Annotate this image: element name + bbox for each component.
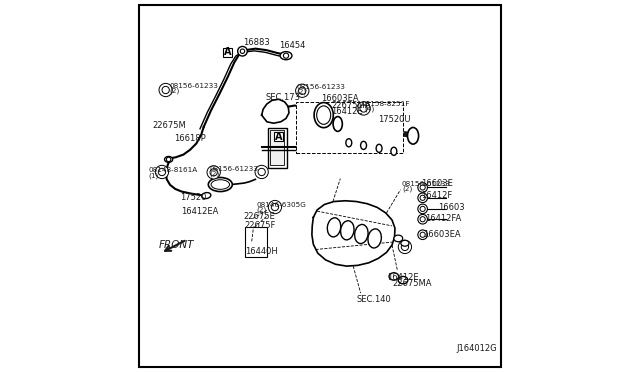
Circle shape bbox=[420, 206, 425, 211]
Ellipse shape bbox=[333, 116, 342, 131]
Ellipse shape bbox=[391, 147, 397, 155]
Circle shape bbox=[418, 204, 428, 214]
Circle shape bbox=[420, 232, 425, 237]
Ellipse shape bbox=[355, 224, 368, 244]
Circle shape bbox=[420, 185, 425, 190]
Text: (2): (2) bbox=[209, 171, 220, 177]
Circle shape bbox=[418, 183, 428, 192]
Text: 08156-61233: 08156-61233 bbox=[209, 166, 258, 172]
Bar bbox=[274, 132, 284, 141]
Ellipse shape bbox=[211, 180, 230, 189]
Bar bbox=[245, 227, 267, 257]
Text: 16603EA: 16603EA bbox=[321, 94, 359, 103]
Bar bbox=[268, 128, 287, 167]
Text: FRONT: FRONT bbox=[159, 240, 195, 250]
Text: (2): (2) bbox=[296, 89, 307, 95]
Text: 08156-61233: 08156-61233 bbox=[170, 83, 218, 89]
Circle shape bbox=[360, 105, 367, 112]
Circle shape bbox=[240, 49, 244, 54]
Circle shape bbox=[207, 166, 220, 179]
Text: 08156-61233: 08156-61233 bbox=[296, 84, 345, 90]
Text: (4): (4) bbox=[364, 106, 374, 112]
Circle shape bbox=[418, 214, 428, 224]
Ellipse shape bbox=[327, 218, 340, 237]
Circle shape bbox=[420, 217, 425, 222]
Ellipse shape bbox=[398, 276, 408, 284]
Text: 16603EA: 16603EA bbox=[424, 230, 461, 239]
Text: 22675E: 22675E bbox=[243, 212, 275, 221]
Ellipse shape bbox=[346, 139, 352, 147]
Ellipse shape bbox=[314, 103, 333, 128]
Circle shape bbox=[271, 203, 278, 211]
Text: SEC.140: SEC.140 bbox=[357, 295, 392, 304]
Bar bbox=[223, 48, 232, 57]
Bar bbox=[296, 102, 403, 153]
Circle shape bbox=[401, 243, 408, 251]
Text: 16454: 16454 bbox=[278, 41, 305, 50]
Text: (1): (1) bbox=[148, 172, 159, 179]
Text: 16412E: 16412E bbox=[331, 107, 363, 116]
Text: 16412FA: 16412FA bbox=[425, 214, 461, 223]
Circle shape bbox=[258, 168, 266, 176]
Text: 08156-61233: 08156-61233 bbox=[402, 181, 451, 187]
Text: 16603E: 16603E bbox=[422, 179, 453, 187]
Ellipse shape bbox=[408, 128, 419, 144]
Ellipse shape bbox=[202, 193, 211, 199]
Text: 16440H: 16440H bbox=[245, 247, 278, 256]
Text: 16412E: 16412E bbox=[387, 273, 419, 282]
Circle shape bbox=[237, 46, 247, 56]
Circle shape bbox=[162, 86, 170, 94]
Ellipse shape bbox=[389, 273, 399, 280]
Ellipse shape bbox=[360, 141, 367, 150]
Text: 08148-8161A: 08148-8161A bbox=[148, 167, 198, 173]
Text: 16883: 16883 bbox=[243, 38, 269, 46]
Text: (2): (2) bbox=[170, 88, 180, 94]
Text: A: A bbox=[224, 47, 232, 57]
Circle shape bbox=[398, 240, 412, 254]
Circle shape bbox=[268, 201, 282, 214]
Text: 16412F: 16412F bbox=[422, 191, 452, 200]
Circle shape bbox=[156, 165, 168, 179]
Ellipse shape bbox=[401, 240, 409, 246]
Ellipse shape bbox=[164, 157, 173, 162]
Text: A: A bbox=[275, 132, 282, 141]
Text: 22675MA: 22675MA bbox=[331, 101, 371, 110]
Text: 08158-8251F: 08158-8251F bbox=[362, 101, 410, 107]
Ellipse shape bbox=[280, 52, 292, 60]
Circle shape bbox=[210, 169, 218, 176]
Text: 16603: 16603 bbox=[438, 203, 465, 212]
Text: 22675MA: 22675MA bbox=[392, 279, 431, 288]
Ellipse shape bbox=[340, 221, 354, 240]
Text: J164012G: J164012G bbox=[456, 344, 497, 353]
Text: 17520U: 17520U bbox=[378, 115, 411, 124]
Circle shape bbox=[418, 230, 428, 240]
Text: SEC.173: SEC.173 bbox=[266, 93, 300, 102]
Ellipse shape bbox=[317, 106, 331, 124]
Text: 16618P: 16618P bbox=[174, 134, 206, 143]
Circle shape bbox=[284, 53, 289, 58]
Circle shape bbox=[255, 165, 268, 179]
Text: (2): (2) bbox=[257, 207, 267, 213]
Ellipse shape bbox=[376, 144, 382, 153]
Circle shape bbox=[418, 193, 428, 203]
Circle shape bbox=[159, 83, 172, 97]
Ellipse shape bbox=[368, 229, 381, 248]
Ellipse shape bbox=[208, 177, 232, 192]
Circle shape bbox=[420, 195, 425, 201]
Bar bbox=[270, 130, 284, 165]
Circle shape bbox=[158, 168, 166, 176]
Text: 22675M: 22675M bbox=[152, 121, 186, 130]
Text: (2): (2) bbox=[402, 186, 412, 192]
Circle shape bbox=[296, 84, 309, 97]
Text: 08146-6305G: 08146-6305G bbox=[257, 202, 307, 208]
Circle shape bbox=[299, 87, 306, 94]
Text: 16412EA: 16412EA bbox=[182, 206, 219, 216]
Text: 22675F: 22675F bbox=[244, 221, 276, 230]
Circle shape bbox=[357, 102, 370, 115]
Ellipse shape bbox=[394, 235, 403, 242]
Text: 17520: 17520 bbox=[180, 193, 207, 202]
Circle shape bbox=[166, 157, 171, 161]
